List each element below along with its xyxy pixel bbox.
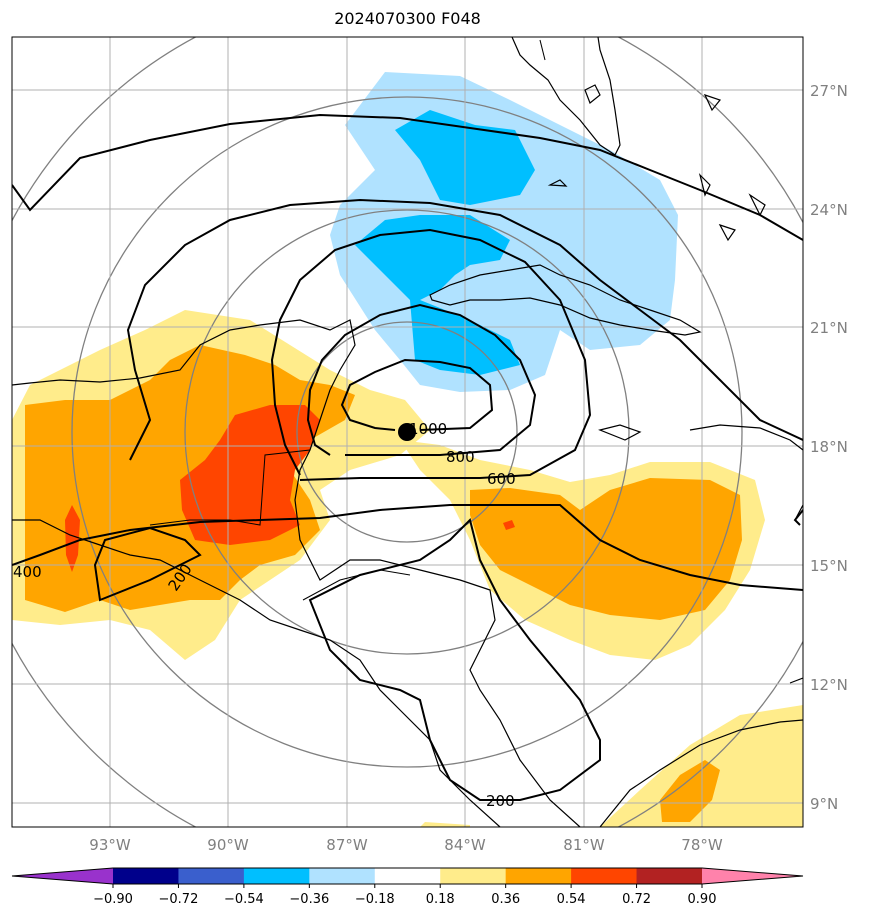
storm-center-marker [398,423,416,441]
lon-label-87w: 87°W [326,836,368,854]
lat-label-9n: 9°N [810,795,838,813]
lat-label-18n: 18°N [810,438,848,456]
map-content [12,37,803,827]
range-rings [12,37,803,827]
lat-label-15n: 15°N [810,557,848,575]
lat-label-21n: 21°N [810,319,848,337]
colorbar-segment [243,868,310,884]
range-ring-3 [71,96,743,768]
colorbar-tick-label: −0.36 [289,892,329,907]
lat-label-12n: 12°N [810,676,848,694]
contour-label-1000: 1000 [409,420,447,438]
colorbar-segment [374,868,441,884]
colorbar-segment [636,868,703,884]
gridlines [12,37,803,827]
lon-label-93w: 93°W [89,836,131,854]
contour-200-south [308,518,601,801]
colorbar-segment [505,868,572,884]
lat-label-27n: 27°N [810,82,848,100]
colorbar-tick-label: −0.54 [224,892,264,907]
positive-core-southeast [660,760,720,822]
lat-label-24n: 24°N [810,201,848,219]
contour-400-loop [126,198,803,461]
latitude-labels: 27°N 24°N 21°N 18°N 15°N 12°N 9°N [810,82,848,813]
colorbar-segment [309,868,376,884]
colorbar-extend-low [12,868,113,884]
contour-label-800: 800 [446,448,475,466]
colorbar-tick-label: −0.18 [355,892,395,907]
range-ring-2 [184,209,630,655]
shading-layer [12,72,803,827]
contour-200-west [93,526,202,602]
contour-800 [306,303,537,456]
map-title: 2024070300 F048 [334,9,481,28]
positive-peak-west [180,405,320,545]
colorbar-segment [113,868,179,884]
contour-east-south [793,509,803,526]
contour-label-400: 400 [13,563,42,581]
lon-label-81w: 81°W [563,836,605,854]
colorbar-segment [440,868,507,884]
colorbar-tick-label: 0.36 [491,892,520,907]
colorbar-segment [178,868,245,884]
map-frame [11,36,804,828]
colorbar: −0.90 −0.72 −0.54 −0.36 −0.18 0.18 0.36 0.54 0.7… [11,867,804,907]
colorbar-extend-high [702,868,803,884]
colorbar-tick-label: −0.90 [93,892,133,907]
contour-200 [12,113,803,241]
colorbar-segment [571,868,638,884]
negative-core-south [355,215,520,375]
colorbar-tick-label: 0.18 [426,892,455,907]
colorbar-tick-label: 0.90 [688,892,717,907]
positive-core-east [470,478,742,620]
colorbar-tick-label: −0.72 [159,892,199,907]
contour-label-group: 1000 800 600 400 200 200 [13,420,516,810]
contour-600 [270,228,592,481]
lon-label-84w: 84°W [444,836,486,854]
colorbar-tick-label: 0.54 [557,892,586,907]
positive-spot-east [503,520,515,530]
longitude-labels: 93°W 90°W 87°W 84°W 81°W 78°W [89,836,723,854]
contour-1000 [340,358,494,431]
range-ring-1 [296,321,518,543]
lon-label-78w: 78°W [681,836,723,854]
contour-lines [12,113,803,801]
contour-400 [12,504,803,591]
positive-region-south [420,822,470,827]
lon-label-90w: 90°W [207,836,249,854]
contour-label-600: 600 [487,470,516,488]
positive-spot-west [65,505,80,572]
colorbar-tick-label: 0.72 [622,892,651,907]
contour-label-200-south: 200 [486,792,515,810]
